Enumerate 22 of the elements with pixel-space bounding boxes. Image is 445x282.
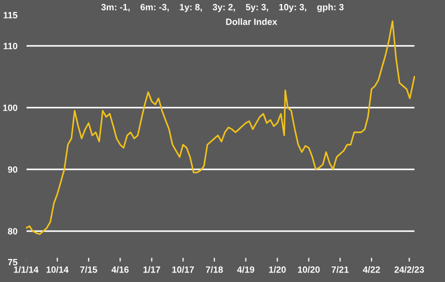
x-tick-label: 7/18 xyxy=(206,266,223,273)
y-tick-label: 100 xyxy=(3,104,18,111)
x-tick-label: 10/14 xyxy=(46,266,69,273)
y-tick-label: 90 xyxy=(8,166,18,173)
y-tick-label: 110 xyxy=(4,42,18,50)
line-series xyxy=(26,20,415,235)
x-tick-label: 1/1/14 xyxy=(14,266,39,273)
x-tick-label: 7/15 xyxy=(80,266,98,273)
chart-title: Dollar Index xyxy=(226,18,278,25)
x-tick-label: 1/17 xyxy=(144,266,160,273)
x-tick-label: 1/20 xyxy=(269,266,286,273)
x-tick-label: 4/16 xyxy=(112,266,129,273)
x-tick-label: 24/2/23 xyxy=(394,266,424,273)
x-tick-label: 4/22 xyxy=(362,266,380,273)
y-tick-label: 80 xyxy=(8,228,18,234)
x-tick-label: 4/19 xyxy=(237,266,254,273)
y-tick-label: 115 xyxy=(4,12,18,18)
y-tick-label: 75 xyxy=(8,259,18,266)
x-tick-label: 7/21 xyxy=(332,266,349,273)
x-tick-label: 10/17 xyxy=(172,266,194,273)
chart-subtitle: 3m: -1, 6m: -3, 1y: 8, 3y: 2, 5y: 3, 10y: 3, gph: 3 xyxy=(101,4,344,12)
x-tick-label: 10/20 xyxy=(298,266,320,273)
